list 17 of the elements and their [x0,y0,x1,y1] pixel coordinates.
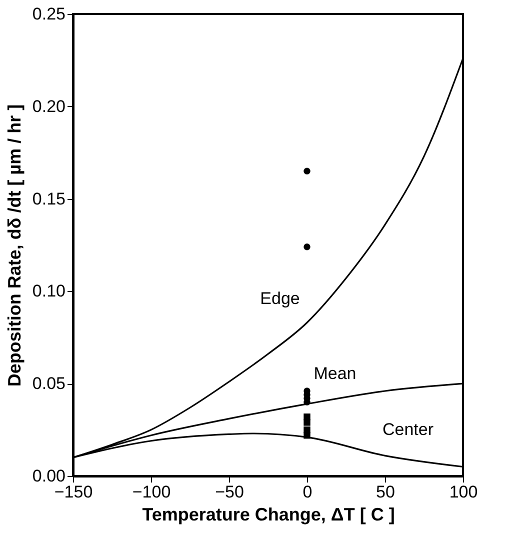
x-tick-label: −50 [215,482,244,502]
y-tick-label: 0.00 [32,466,66,486]
x-tick-label: −100 [132,482,171,502]
x-tick-label: −150 [54,482,93,502]
annotation: Center [382,420,434,439]
x-tick-label: 100 [449,482,478,502]
x-tick-label: 0 [302,482,312,502]
y-tick-label: 0.10 [32,282,66,301]
y-axis-title: Deposition Rate, dδ /dt [ µm / hr ] [4,104,24,387]
y-tick-label: 0.25 [32,4,66,24]
x-axis-title: Temperature Change, ΔT [ C ] [142,504,395,524]
x-tick-label: 50 [376,482,395,502]
y-tick-label: 0.15 [32,189,66,208]
y-tick-label: 0.05 [32,374,66,394]
annotation: Mean [314,364,356,383]
y-tick-label: 0.20 [32,96,66,116]
annotation: Edge [260,289,300,308]
